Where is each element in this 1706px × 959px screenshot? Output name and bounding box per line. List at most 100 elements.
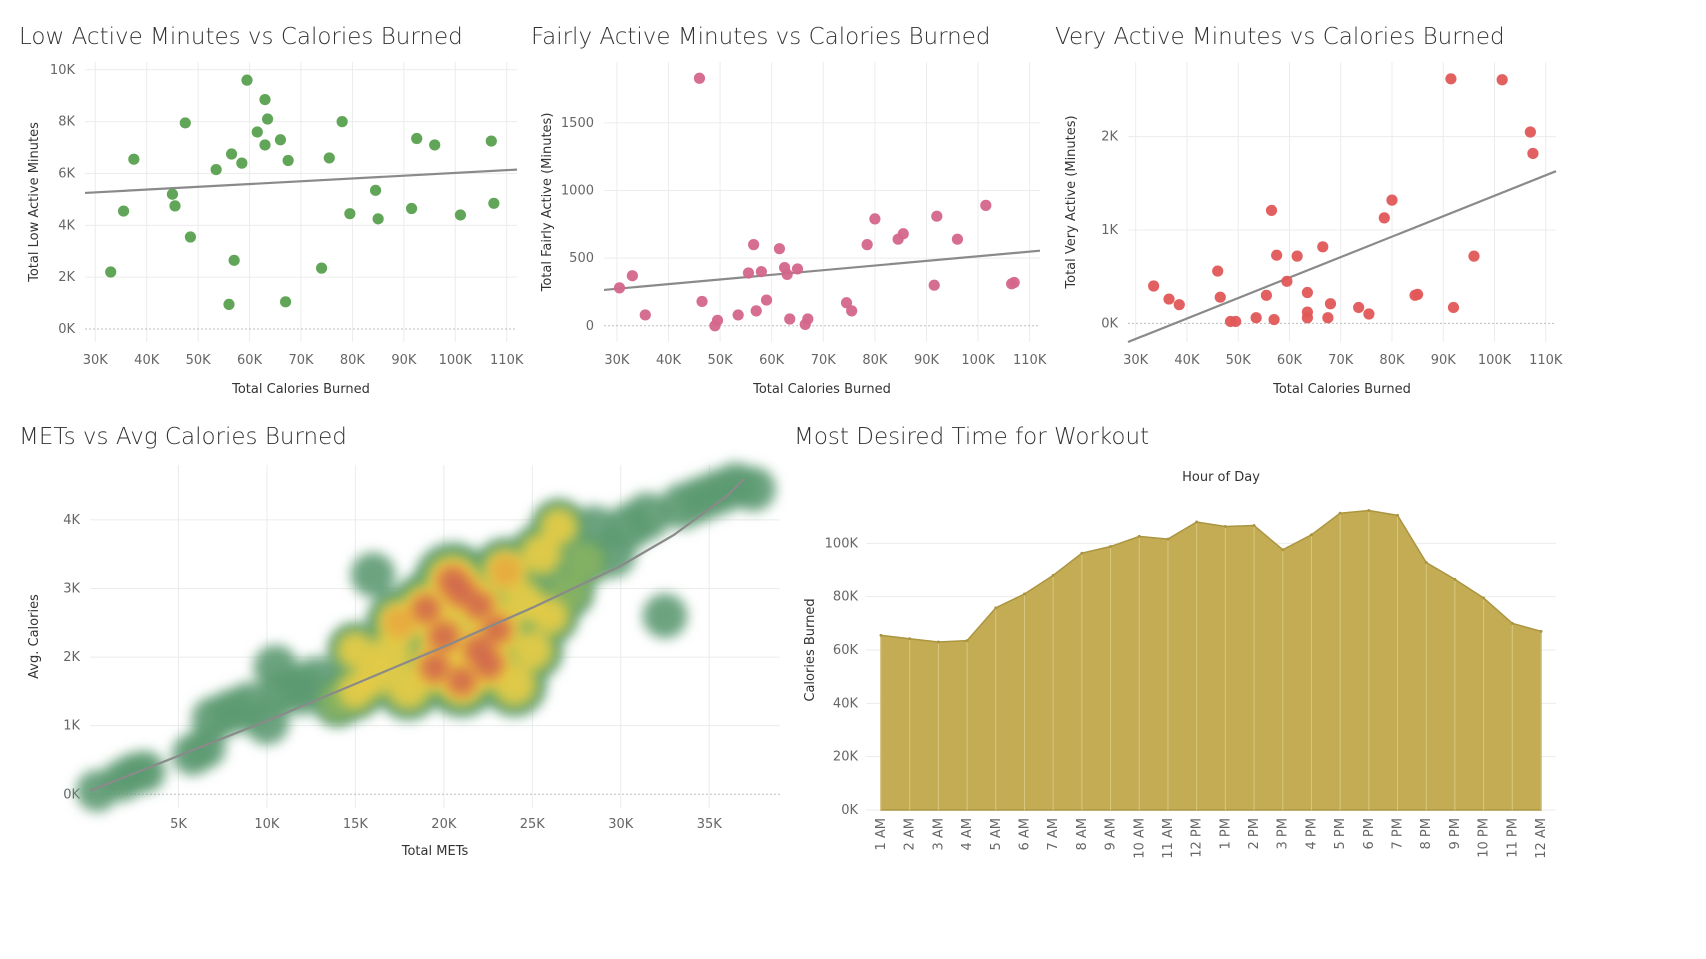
- low-xtick-2: 50K: [186, 353, 212, 368]
- very-x-axis-title: Total Calories Burned: [1272, 382, 1411, 397]
- time-ytick-5: 100K: [825, 536, 859, 551]
- time-xtick-20: 9 PM: [1448, 818, 1463, 849]
- fair-point-10: [750, 305, 762, 317]
- low-point-27: [411, 132, 423, 145]
- very-point-21: [1363, 308, 1375, 320]
- very-point-29: [1496, 74, 1508, 86]
- time-point-21: [1482, 596, 1486, 600]
- low-x-axis-title: Total Calories Burned: [231, 382, 370, 397]
- fair-trend-line: [603, 249, 1041, 292]
- low-xtick-4: 70K: [288, 353, 314, 368]
- low-ytick-5: 10K: [50, 63, 76, 78]
- time-xtick-10: 11 AM: [1161, 818, 1176, 859]
- fair-ytick-2: 1000: [561, 184, 594, 199]
- fair-point-4: [696, 295, 708, 308]
- low-point-17: [274, 134, 287, 146]
- fair-point-7: [732, 309, 744, 321]
- fair-point-22: [861, 239, 873, 251]
- chart-title-mets: METs vs Avg Calories Burned: [19, 424, 347, 450]
- time-xtick-9: 10 AM: [1132, 818, 1147, 859]
- time-point-8: [1109, 545, 1113, 549]
- very-ytick-0: 0K: [1101, 316, 1118, 331]
- mets-xtick-6: 35K: [697, 817, 723, 832]
- very-y-axis-title: Total Very Active (Minutes): [1064, 115, 1079, 289]
- very-xtick-3: 60K: [1277, 353, 1303, 368]
- time-xtick-14: 3 PM: [1276, 818, 1291, 849]
- fair-point-3: [693, 72, 706, 84]
- low-point-24: [369, 184, 382, 196]
- time-xtick-15: 4 PM: [1304, 818, 1319, 849]
- fair-xtick-5: 80K: [862, 353, 888, 368]
- fair-point-15: [781, 268, 793, 280]
- fair-x-axis-title: Total Calories Burned: [752, 382, 891, 397]
- very-point-23: [1386, 194, 1398, 206]
- low-xtick-0: 30K: [83, 353, 109, 368]
- low-point-18: [279, 296, 292, 308]
- low-point-0: [105, 266, 117, 278]
- time-header: Hour of Day: [1182, 470, 1260, 485]
- fair-point-31: [1008, 276, 1020, 289]
- time-xtick-8: 9 AM: [1104, 818, 1119, 851]
- low-point-19: [282, 154, 294, 167]
- very-point-7: [1250, 312, 1262, 324]
- mets-xtick-0: 5K: [170, 817, 187, 832]
- low-point-15: [259, 139, 271, 151]
- low-xtick-6: 90K: [391, 353, 417, 368]
- time-ytick-1: 20K: [833, 750, 859, 765]
- fair-xtick-4: 70K: [811, 353, 837, 368]
- very-point-31: [1527, 147, 1539, 160]
- time-xtick-22: 11 PM: [1505, 818, 1520, 858]
- mets-density-blob-3-20: [384, 607, 416, 639]
- very-point-4: [1214, 291, 1226, 303]
- fair-point-25: [897, 228, 909, 240]
- fair-point-2: [639, 309, 651, 321]
- mets-density-blob-2-17: [338, 632, 373, 668]
- very-point-14: [1301, 286, 1314, 299]
- time-point-15: [1309, 533, 1313, 537]
- time-point-11: [1195, 520, 1199, 524]
- low-point-29: [454, 209, 467, 221]
- time-xtick-12: 1 PM: [1218, 818, 1233, 849]
- time-point-7: [1080, 551, 1084, 555]
- mets-density-blob-0-45: [642, 593, 688, 639]
- mets-density-blob-1-40: [565, 541, 606, 581]
- time-xtick-18: 7 PM: [1391, 818, 1406, 849]
- fair-point-29: [980, 199, 992, 211]
- low-point-8: [223, 298, 235, 311]
- low-y-axis-title: Total Low Active Minutes: [27, 122, 42, 283]
- time-point-3: [965, 639, 969, 643]
- fair-xtick-8: 110K: [1013, 353, 1047, 368]
- very-point-13: [1291, 250, 1303, 262]
- low-ytick-2: 4K: [58, 218, 75, 233]
- time-ytick-3: 60K: [833, 643, 859, 658]
- chart-workout-time: Hour of Day 0K 20K 40K 60K 80K 100K Calories Bu…: [803, 470, 1556, 859]
- time-point-6: [1051, 573, 1055, 577]
- fair-point-12: [760, 294, 773, 306]
- time-point-5: [1022, 592, 1026, 596]
- very-point-2: [1173, 299, 1185, 311]
- fair-point-13: [773, 243, 786, 255]
- low-ytick-1: 2K: [58, 270, 75, 285]
- low-xtick-1: 40K: [134, 353, 160, 368]
- low-xtick-7: 100K: [439, 353, 473, 368]
- mets-y-axis-title: Avg. Calories: [27, 594, 42, 679]
- mets-density-blob-2-38: [541, 509, 577, 545]
- mets-density-blob-0-44: [623, 492, 672, 541]
- low-point-7: [210, 163, 222, 176]
- chart-low-active: 30K 40K 50K 60K 70K 80K 90K 100K 110K 0K 2K 4K 6K 8K 1…: [27, 62, 524, 397]
- very-trend-line: [1127, 170, 1557, 344]
- time-xtick-2: 3 AM: [931, 818, 946, 851]
- fair-ytick-3: 1500: [561, 116, 594, 131]
- time-point-12: [1223, 525, 1227, 529]
- fair-point-0: [613, 282, 626, 294]
- mets-density-blob-4-26: [448, 578, 475, 606]
- mets-density-blob-0-3: [123, 750, 166, 793]
- low-point-31: [488, 197, 500, 209]
- time-xtick-21: 10 PM: [1477, 818, 1492, 858]
- fair-xtick-2: 50K: [708, 353, 734, 368]
- very-point-26: [1445, 73, 1457, 85]
- mets-density-blob-2-35: [513, 631, 552, 670]
- low-point-12: [241, 74, 253, 86]
